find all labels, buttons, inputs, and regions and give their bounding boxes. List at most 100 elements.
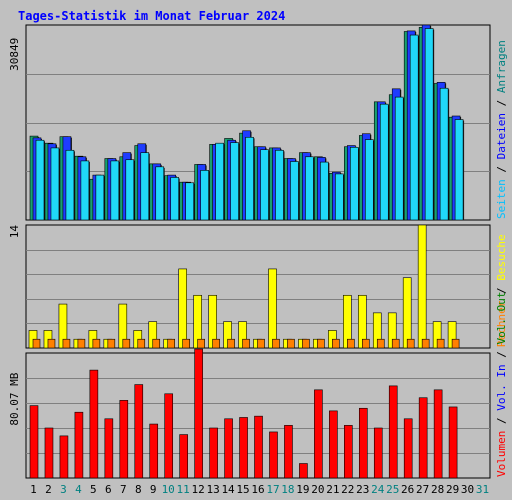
legend-separator: /: [495, 281, 508, 301]
bar-volumen-day-22: [344, 425, 353, 479]
bar-rechner-day-9: [152, 338, 161, 349]
legend-top: Seiten / Dateien / Anfragen: [495, 40, 508, 219]
bar-seiten-day-27: [424, 28, 434, 221]
bar-volumen-day-2: [44, 427, 54, 479]
panel-bottom: 80.07 MB: [8, 348, 491, 479]
bar-rechner-day-10: [167, 338, 176, 349]
legend-middle: Rechner / Besuche: [495, 234, 508, 347]
bar-rechner-day-13: [212, 338, 220, 349]
bar-volumen-day-1: [29, 405, 39, 479]
x-tick-label-5: 5: [90, 483, 97, 496]
bar-rechner-day-11: [182, 338, 190, 349]
bar-volumen-day-23: [358, 407, 368, 479]
bar-volumen-day-4: [74, 411, 84, 479]
bar-rechner-day-7: [122, 338, 131, 349]
bar-volumen-day-21: [329, 410, 338, 479]
x-tick-label-8: 8: [135, 483, 142, 496]
bar-rechner-day-28: [436, 338, 445, 349]
bar-rechner-day-5: [92, 338, 101, 349]
legend-separator: /: [495, 345, 508, 365]
bar-seiten-day-28: [439, 87, 449, 221]
bar-volumen-day-18: [284, 425, 293, 479]
bar-rechner-day-21: [332, 338, 340, 349]
x-tick-label-3: 3: [60, 483, 67, 496]
bar-rechner-day-20: [317, 338, 325, 349]
bar-rechner-day-26: [406, 338, 415, 349]
x-tick-label-16: 16: [251, 483, 264, 496]
bar-seiten-day-24: [379, 103, 389, 221]
x-tick-label-9: 9: [150, 483, 157, 496]
legend-item-rechner: Rechner: [495, 300, 508, 347]
y-axis-max-label: 14: [8, 225, 21, 239]
bar-seiten-day-6: [110, 160, 120, 221]
bar-volumen-day-29: [448, 406, 458, 479]
bar-volumen-day-25: [388, 385, 398, 479]
x-tick-label-27: 27: [416, 483, 429, 496]
legend-separator: /: [495, 159, 508, 179]
bar-volumen-day-19: [299, 463, 308, 479]
legend-item-besuche: Besuche: [495, 234, 508, 280]
x-tick-label-4: 4: [75, 483, 82, 496]
x-tick-label-13: 13: [206, 483, 219, 496]
x-tick-label-25: 25: [386, 483, 399, 496]
bar-rechner-day-25: [391, 338, 400, 349]
x-tick-label-14: 14: [221, 483, 235, 496]
bar-volumen-day-14: [224, 418, 233, 479]
bar-seiten-day-1: [35, 139, 45, 221]
bar-besuche-day-27: [417, 224, 427, 349]
bar-rechner-day-24: [376, 338, 385, 349]
x-tick-label-20: 20: [311, 483, 324, 496]
x-tick-label-1: 1: [30, 483, 37, 496]
bar-rechner-day-8: [137, 338, 146, 349]
x-tick-label-26: 26: [401, 483, 414, 496]
bar-volumen-day-6: [104, 418, 114, 479]
x-tick-label-6: 6: [105, 483, 112, 496]
x-tick-label-22: 22: [341, 483, 354, 496]
bar-seiten-day-15: [245, 136, 254, 221]
x-tick-label-2: 2: [45, 483, 52, 496]
bar-rechner-day-4: [77, 338, 86, 349]
bar-rechner-day-27: [421, 338, 430, 349]
bar-seiten-day-3: [65, 149, 75, 221]
bar-seiten-day-4: [80, 160, 90, 221]
y-axis-max-label: 30849: [8, 38, 21, 71]
legend-bottom: Volumen / Vol. In / Vol. Out: [495, 292, 508, 477]
bar-rechner-day-12: [197, 338, 205, 349]
bar-besuche-day-17: [268, 268, 277, 349]
bar-seiten-day-22: [350, 147, 359, 221]
bar-seiten-day-8: [140, 152, 150, 221]
chart-panels: 30849 14 80.07 MB: [8, 24, 491, 479]
y-axis-max-label: 80.07 MB: [8, 372, 21, 425]
x-axis-tick-labels: 1 2 3 4 5 6 7 8 9 10 11 12 13 14 15 16 17 18 19 20 21 22 23 24 2…: [30, 483, 489, 496]
bar-rechner-day-3: [62, 338, 71, 349]
bar-seiten-day-5: [95, 174, 105, 221]
bar-besuche-day-26: [402, 277, 412, 349]
bar-seiten-day-2: [50, 147, 60, 221]
bar-rechner-day-18: [287, 338, 295, 349]
bar-volumen-day-24: [373, 427, 383, 479]
bar-besuche-day-11: [178, 268, 187, 349]
legend-item-vol-out: Vol. Out: [495, 292, 508, 345]
bar-volumen-day-11: [179, 434, 188, 479]
x-tick-label-30: 30: [461, 483, 474, 496]
chart-legend: Seiten / Dateien / Anfragen Rechner / Bes…: [495, 40, 508, 477]
legend-item-seiten: Seiten: [495, 179, 508, 219]
legend-item-vol-in: Vol. In: [495, 364, 508, 410]
bar-volumen-day-20: [314, 389, 323, 479]
x-tick-label-28: 28: [431, 483, 444, 496]
bar-rechner-day-6: [107, 338, 116, 349]
x-tick-label-17: 17: [266, 483, 279, 496]
bar-seiten-day-7: [125, 159, 135, 221]
bar-rechner-day-15: [242, 338, 250, 349]
legend-item-volumen: Volumen: [495, 431, 508, 477]
x-tick-label-10: 10: [162, 483, 175, 496]
bar-seiten-day-25: [394, 96, 404, 221]
bar-rechner-day-17: [272, 338, 280, 349]
bar-seiten-day-11: [185, 182, 194, 221]
bar-seiten-day-23: [364, 139, 374, 221]
bar-volumen-day-15: [239, 417, 248, 479]
x-tick-label-7: 7: [120, 483, 127, 496]
bar-seiten-day-14: [230, 142, 239, 221]
panel-frame: [25, 224, 491, 349]
